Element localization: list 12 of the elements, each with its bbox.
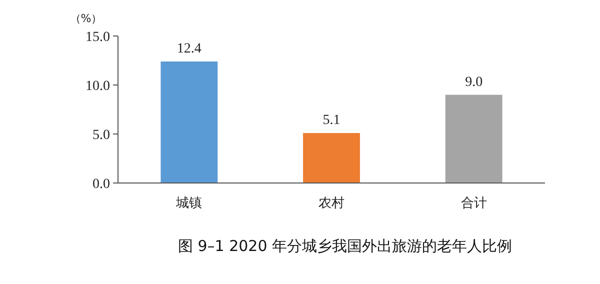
data-label: 5.1: [322, 113, 340, 128]
x-tick-label: 农村: [318, 196, 344, 211]
x-tick-label: 合计: [460, 196, 487, 211]
y-tick-label: 15.0: [86, 30, 110, 45]
y-tick-label: 5.0: [92, 128, 110, 143]
y-axis-title: （%）: [70, 12, 102, 25]
text: 图 9–1 2020 年分城乡我国外出旅游的老年人比例: [178, 237, 512, 255]
y-tick-label: 10.0: [86, 79, 110, 94]
y-tick-label: 0.0: [92, 177, 110, 192]
x-tick-label: 城镇: [175, 196, 202, 211]
data-label: 12.4: [176, 41, 202, 56]
data-label: 9.0: [465, 74, 483, 90]
